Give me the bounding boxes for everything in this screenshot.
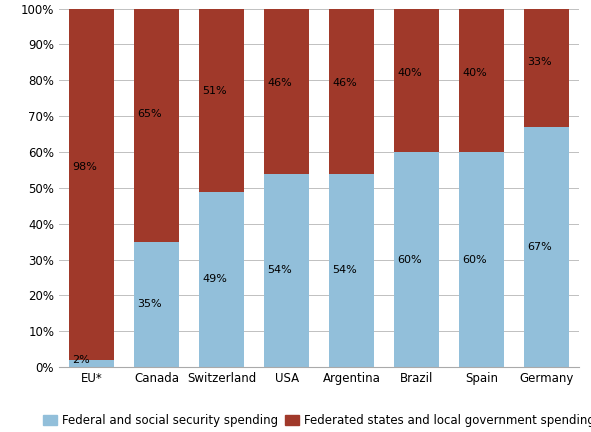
Text: 40%: 40%	[398, 68, 423, 78]
Text: 46%: 46%	[333, 78, 358, 88]
Text: 40%: 40%	[463, 68, 488, 78]
Bar	[524, 9, 569, 127]
Text: 98%: 98%	[73, 162, 98, 172]
Bar	[394, 152, 439, 367]
Text: 54%: 54%	[268, 265, 293, 275]
Bar	[134, 9, 179, 242]
Text: 46%: 46%	[268, 78, 293, 88]
Bar	[199, 191, 244, 367]
Bar	[329, 174, 374, 367]
Text: 2%: 2%	[73, 355, 90, 365]
Text: 49%: 49%	[203, 274, 228, 284]
Bar	[69, 360, 114, 367]
Bar	[394, 9, 439, 152]
Bar	[264, 174, 309, 367]
Text: 33%: 33%	[528, 57, 552, 67]
Text: 54%: 54%	[333, 265, 358, 275]
Bar	[199, 9, 244, 191]
Bar	[524, 127, 569, 367]
Bar	[459, 152, 504, 367]
Text: 60%: 60%	[463, 254, 487, 265]
Legend: Federal and social security spending, Federated states and local government spen: Federal and social security spending, Fe…	[38, 409, 591, 432]
Text: 51%: 51%	[203, 86, 227, 96]
Text: 60%: 60%	[398, 254, 422, 265]
Text: 67%: 67%	[528, 242, 553, 252]
Text: 65%: 65%	[138, 108, 162, 118]
Bar	[459, 9, 504, 152]
Bar	[264, 9, 309, 174]
Text: 35%: 35%	[138, 299, 162, 309]
Bar	[69, 9, 114, 360]
Bar	[329, 9, 374, 174]
Bar	[134, 242, 179, 367]
